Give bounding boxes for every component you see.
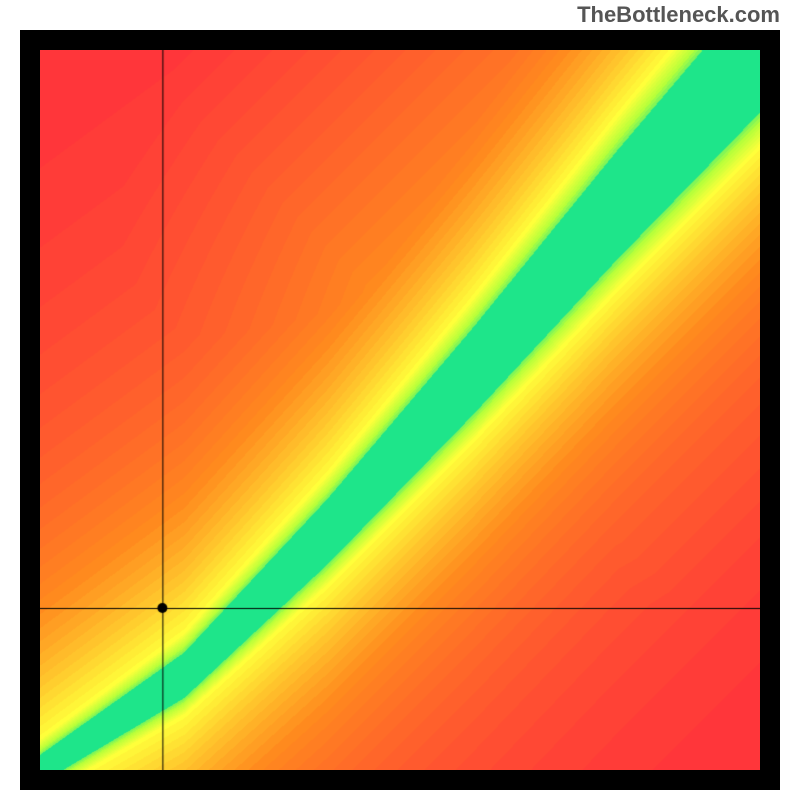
watermark-text: TheBottleneck.com <box>577 2 780 28</box>
chart-container: TheBottleneck.com <box>0 0 800 800</box>
chart-frame <box>20 30 780 790</box>
heatmap-canvas <box>40 50 760 770</box>
plot-area <box>40 50 760 770</box>
